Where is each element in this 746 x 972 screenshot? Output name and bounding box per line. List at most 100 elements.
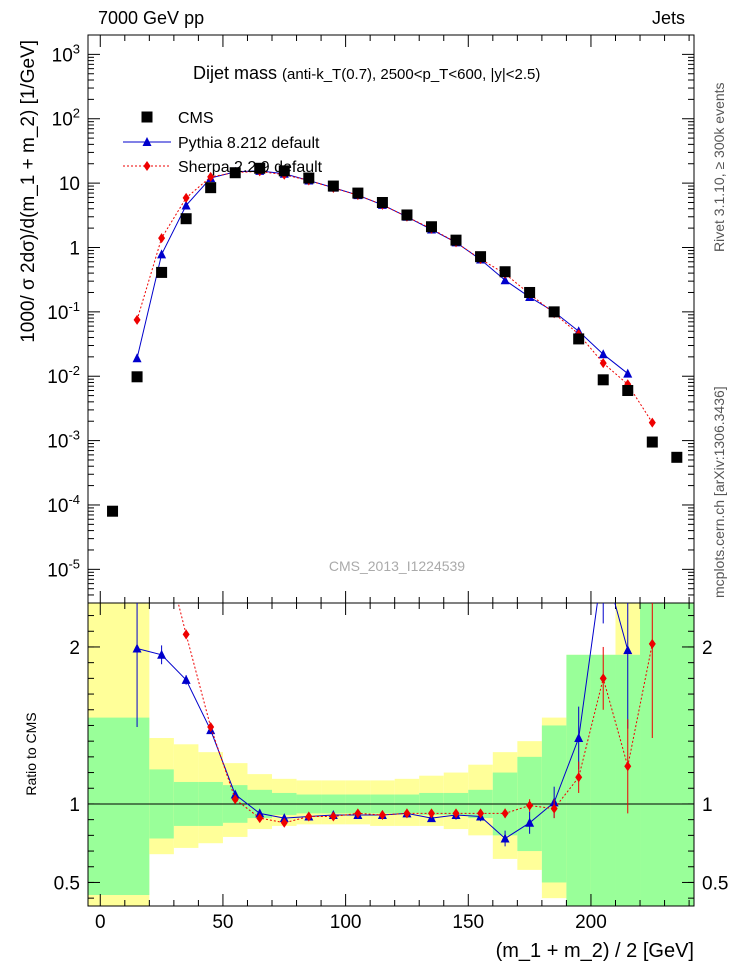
y-tick-label: 1 [69, 238, 80, 259]
ratio-frame [87, 602, 695, 907]
series-sherpa-2-2-9-default [133, 166, 656, 428]
stat-uncertainty-band [88, 717, 150, 896]
data-point [475, 251, 487, 263]
data-point [180, 213, 192, 225]
legend-label: Sherpa 2.2.9 default [178, 159, 323, 176]
ratio-point [132, 643, 142, 653]
data-point [401, 209, 413, 221]
data-point [524, 286, 536, 298]
data-point [158, 233, 166, 244]
plot-title: Dijet mass (anti-k_T(0.7), 2500<p_T<600,… [193, 63, 540, 83]
legend-marker [142, 137, 152, 146]
stat-uncertainty-band [640, 603, 694, 906]
data-point [278, 165, 290, 177]
data-point [671, 451, 683, 463]
ratio-point [280, 817, 288, 828]
data-point [182, 192, 190, 203]
ratio-point [575, 772, 583, 783]
series-cms [107, 162, 683, 517]
data-point [646, 436, 658, 448]
data-point [181, 200, 191, 210]
data-point [205, 182, 217, 194]
data-point [327, 180, 339, 192]
ratio-y-tick-label: 1 [69, 795, 80, 816]
data-point [599, 358, 607, 369]
analysis-watermark: CMS_2013_I1224539 [329, 558, 465, 574]
ratio-point [623, 645, 633, 655]
ratio-point [624, 761, 632, 772]
y-tick-label: 10-4 [47, 492, 80, 517]
ratio-y-axis-label: Ratio to CMS [23, 712, 39, 795]
ratio-point [207, 722, 215, 733]
ratio-series-line [177, 603, 653, 824]
ratio-point [574, 733, 584, 743]
energy-label: 7000 GeV pp [98, 8, 205, 28]
x-axis-label: (m_1 + m_2) / 2 [GeV] [496, 940, 694, 962]
data-point [156, 266, 168, 278]
ratio-point [452, 808, 460, 819]
ratio-point [231, 794, 239, 805]
ratio-y-tick-label: 0.5 [54, 873, 80, 894]
ratio-series-sherpa-2-2-9-default [134, 454, 656, 828]
ratio-point [329, 811, 337, 822]
process-label: Jets [652, 8, 686, 28]
ratio-point [403, 808, 411, 819]
x-tick-label: 0 [95, 912, 106, 933]
y-axis-label: 1000/ σ 2dσ)/d(m_1 + m_2) [1/GeV] [18, 40, 39, 343]
ratio-point [157, 649, 167, 659]
x-tick-label: 150 [452, 912, 484, 933]
ratio-point [525, 817, 535, 827]
ratio-point [526, 800, 534, 811]
data-point [622, 385, 634, 397]
data-point [623, 368, 633, 378]
data-point [132, 353, 142, 363]
data-point [352, 187, 364, 199]
ratio-point [477, 808, 485, 819]
data-point [376, 196, 388, 208]
ratio-point [427, 808, 435, 819]
y-tick-label: 10-2 [47, 363, 80, 388]
ratio-series [132, 454, 656, 847]
data-point [107, 505, 119, 517]
ratio-point [256, 813, 264, 824]
legend-item-pythia-8-212-default: Pythia 8.212 default [123, 135, 320, 152]
data-point [303, 172, 315, 184]
data-point [648, 417, 656, 428]
ratio-point [181, 674, 191, 684]
data-point [450, 234, 462, 246]
ratio-point [158, 532, 165, 542]
data-point [157, 249, 167, 259]
legend: CMS Pythia 8.212 default Sherpa 2.2.9 defa… [123, 110, 323, 176]
legend-item-sherpa-2-2-9-default: Sherpa 2.2.9 default [123, 159, 323, 176]
ratio-point [354, 808, 362, 819]
legend-item-cms: CMS [141, 110, 214, 127]
data-point [254, 162, 266, 174]
series-line [136, 170, 653, 423]
data-point [131, 371, 143, 383]
data-point [597, 374, 609, 386]
y-tick-label: 103 [52, 41, 80, 66]
uncertainty-bands [88, 603, 694, 906]
ratio-point [134, 454, 141, 464]
ratio-point [501, 808, 509, 819]
data-point [500, 275, 510, 285]
y-tick-label: 10-3 [47, 428, 80, 453]
ratio-point [599, 556, 608, 565]
y-tick-label: 10-1 [47, 299, 80, 324]
ratio-y-tick-label-right: 1 [702, 795, 713, 816]
x-tick-label: 200 [575, 912, 607, 933]
y-tick-label: 10 [59, 174, 80, 195]
data-point [548, 306, 560, 318]
legend-label: CMS [178, 110, 214, 127]
x-tick-label: 100 [330, 912, 362, 933]
ratio-point [500, 833, 510, 843]
ratio-point [550, 803, 558, 814]
y-tick-label: 10-5 [47, 556, 80, 581]
data-point [133, 314, 141, 325]
ratio-point [182, 629, 190, 640]
ratio-point [378, 809, 386, 820]
ratio-point [648, 638, 656, 649]
ratio-y-tick-label: 2 [69, 638, 80, 659]
legend-marker [143, 161, 151, 171]
